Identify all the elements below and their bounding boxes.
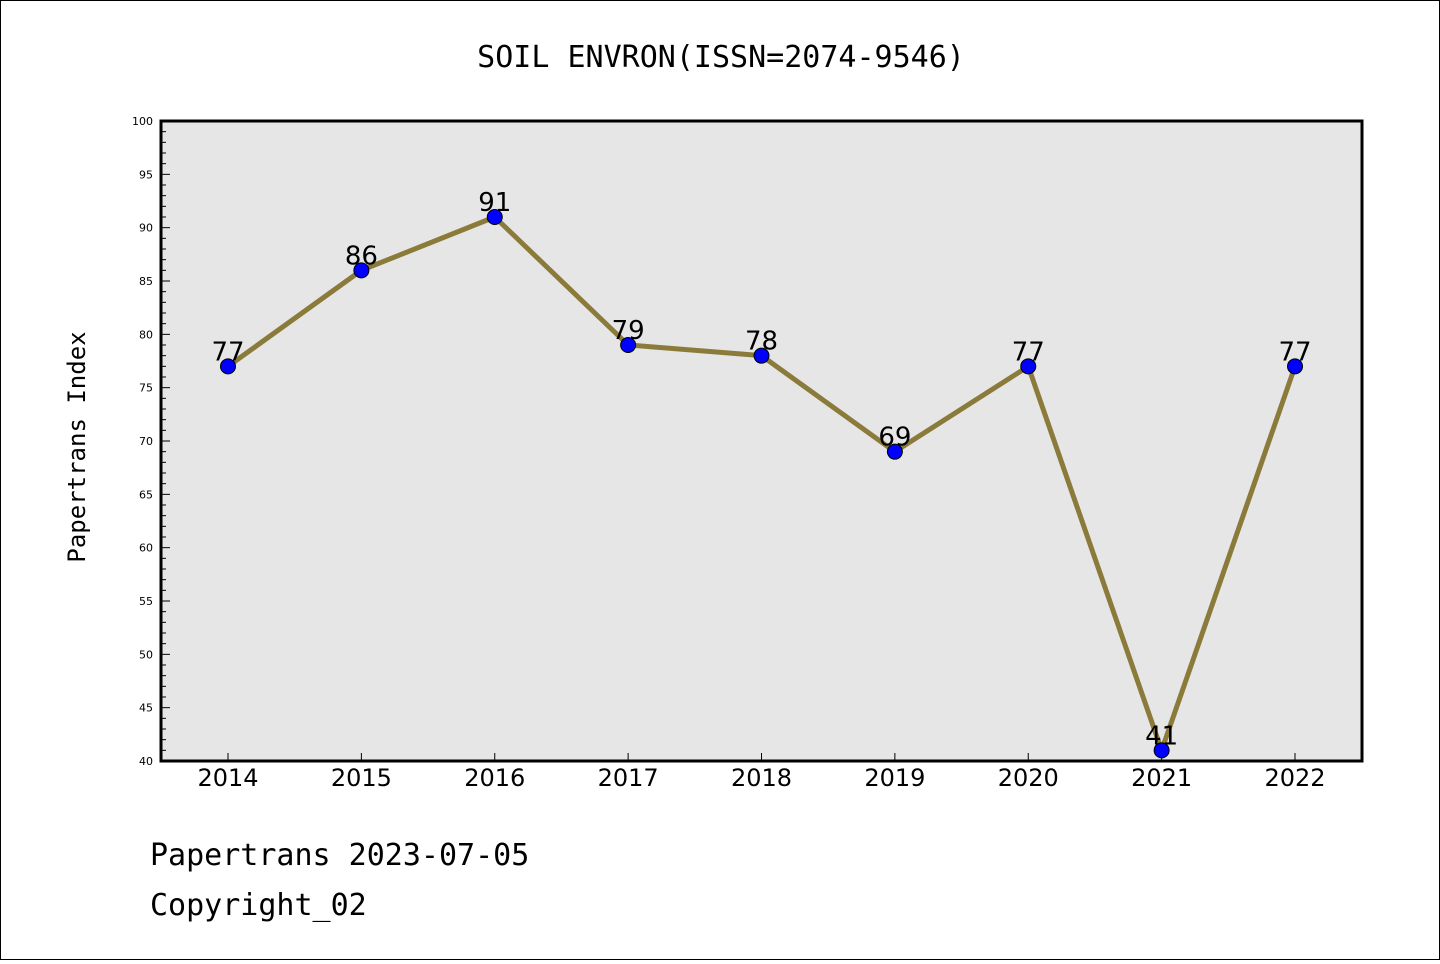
x-tick-label: 2019: [864, 764, 925, 792]
data-label: 77: [211, 337, 244, 367]
chart-title: SOIL ENVRON(ISSN=2074-9546): [477, 40, 965, 75]
data-point: [353, 262, 370, 279]
data-point: [1020, 358, 1037, 375]
data-label: 77: [1278, 337, 1311, 367]
data-point: [1153, 742, 1170, 759]
y-tick-label: 95: [139, 168, 153, 181]
x-tick-label: 2022: [1264, 764, 1325, 792]
data-point: [620, 337, 637, 353]
data-label: 41: [1145, 721, 1178, 751]
data-label: 78: [745, 327, 778, 357]
y-tick-label: 55: [139, 595, 153, 608]
y-tick-label: 85: [139, 275, 153, 288]
y-tick-label: 65: [139, 488, 153, 501]
y-axis-label: Papertrans Index: [63, 331, 91, 562]
data-label: 86: [345, 241, 378, 271]
x-tick-label: 2014: [197, 764, 258, 792]
x-tick-label: 2016: [464, 764, 525, 792]
x-tick-label: 2020: [998, 764, 1059, 792]
y-tick-label: 100: [132, 115, 153, 128]
plot-area: [159, 119, 1364, 763]
y-tick-label: 90: [139, 222, 153, 235]
x-tick-label: 2021: [1131, 764, 1192, 792]
data-point: [1287, 358, 1303, 375]
y-tick-label: 70: [139, 435, 153, 448]
y-tick-label: 75: [139, 382, 153, 395]
x-tick-label: 2018: [731, 764, 792, 792]
footer-date: Papertrans 2023-07-05: [150, 838, 529, 873]
data-point: [220, 358, 236, 375]
data-label: 69: [878, 423, 911, 453]
series: 77 86 91 79 78 69 77 41 77: [211, 188, 1312, 759]
x-tick-label: 2017: [598, 764, 659, 792]
data-label: 91: [478, 188, 511, 218]
y-tick-label: 60: [139, 542, 153, 555]
footer-copyright: Copyright_02: [150, 888, 367, 923]
y-tick-label: 80: [139, 328, 153, 341]
y-tick-label: 45: [139, 702, 153, 715]
data-label: 77: [1012, 337, 1045, 367]
data-point: [753, 347, 770, 364]
data-point: [486, 209, 503, 225]
y-tick-label: 50: [139, 648, 153, 661]
y-axis: 40 45 50 55 60 65 70 75 80 85 90 95 100: [132, 115, 170, 768]
x-tick-label: 2015: [331, 764, 392, 792]
y-tick-label: 40: [139, 755, 153, 768]
x-axis: 2014 2015 2016 2017 2018 2019 2020 2021 2022: [197, 753, 1326, 792]
data-label: 79: [612, 316, 645, 346]
data-point: [886, 443, 903, 460]
